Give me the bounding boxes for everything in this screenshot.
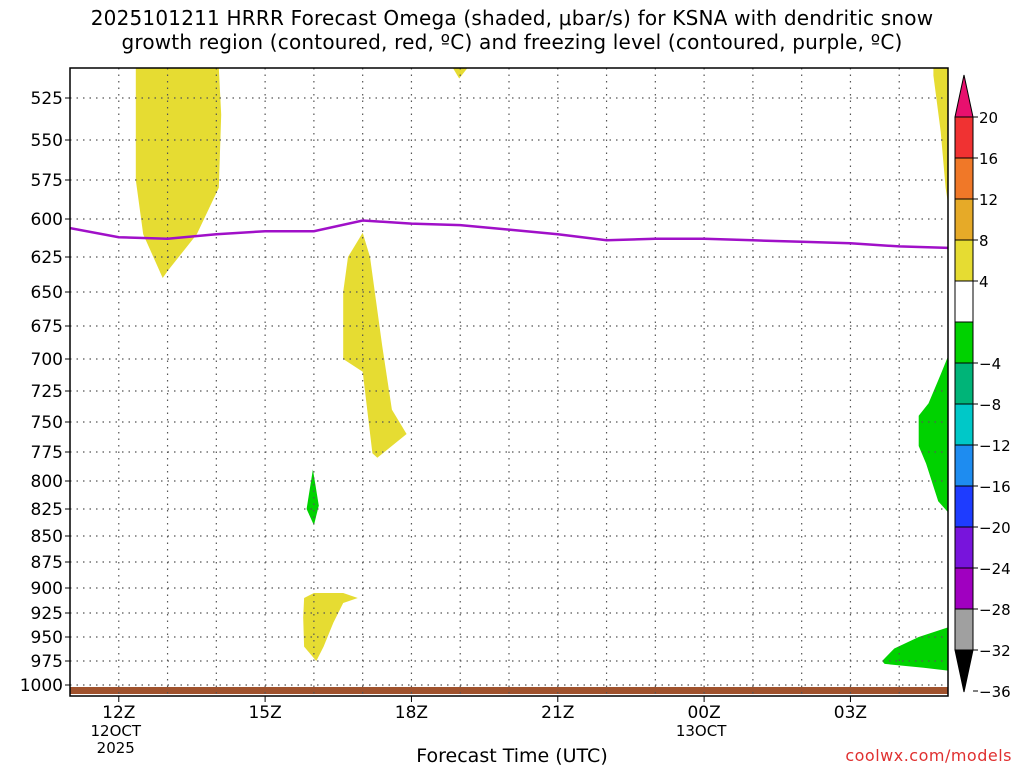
colorbar-bin--36-to--32 bbox=[954, 608, 974, 651]
y-tick-label-700: 700 bbox=[31, 350, 63, 370]
colorbar-bin-16-to-20 bbox=[954, 116, 974, 159]
colorbar-bin--32-to--28 bbox=[954, 567, 974, 610]
y-tick-label-750: 750 bbox=[31, 413, 63, 433]
x-axis-title: Forecast Time (UTC) bbox=[416, 745, 608, 767]
x-tick-label-12Z: 12Z bbox=[102, 703, 135, 723]
colorbar-label--24: −24 bbox=[979, 560, 1011, 578]
omega-shade-region-1 bbox=[452, 68, 468, 79]
colorbar-bin--28-to--24 bbox=[954, 526, 974, 569]
plot-inner bbox=[70, 68, 948, 696]
y-tick-label-675: 675 bbox=[31, 317, 63, 337]
y-tick-label-925: 925 bbox=[31, 604, 63, 624]
y-tick-label-725: 725 bbox=[31, 382, 63, 402]
y-tick-label-775: 775 bbox=[31, 443, 63, 463]
colorbar-bin--12-to--8 bbox=[954, 362, 974, 405]
y-tick-label-975: 975 bbox=[31, 652, 63, 672]
colorbar-label--28: −28 bbox=[979, 601, 1011, 619]
y-tick-label-575: 575 bbox=[31, 171, 63, 191]
omega-shade-region-7 bbox=[882, 627, 948, 671]
ground-surface bbox=[70, 687, 948, 694]
omega-shade-region-6 bbox=[918, 356, 948, 513]
omega-shade-region-2 bbox=[343, 232, 407, 458]
x-tick-label-21Z: 21Z bbox=[541, 703, 574, 723]
colorbar-bin--4-to-4 bbox=[954, 280, 974, 323]
x-tick-label-00Z: 00Z bbox=[687, 703, 720, 723]
colorbar-label-4: 4 bbox=[979, 273, 989, 291]
colorbar-arrow-min bbox=[954, 649, 974, 693]
y-tick-label-875: 875 bbox=[31, 553, 63, 573]
colorbar-bin--8-to--4 bbox=[954, 321, 974, 364]
y-tick-label-550: 550 bbox=[31, 131, 63, 151]
y-tick-label-900: 900 bbox=[31, 579, 63, 599]
y-tick-label-950: 950 bbox=[31, 628, 63, 648]
omega-shade-region-5 bbox=[306, 469, 319, 526]
watermark[interactable]: coolwx.com/models bbox=[845, 746, 1012, 765]
omega-shade-region-0 bbox=[135, 68, 222, 278]
colorbar-bin-12-to-16 bbox=[954, 157, 974, 200]
x-date-label-13OCT: 13OCT bbox=[676, 722, 727, 740]
colorbar-bin--16-to--12 bbox=[954, 403, 974, 446]
y-tick-label-650: 650 bbox=[31, 283, 63, 303]
x-tick-label-15Z: 15Z bbox=[248, 703, 281, 723]
x-year-label-2025: 2025 bbox=[97, 739, 135, 757]
colorbar-label--20: −20 bbox=[979, 519, 1011, 537]
colorbar-label-20: 20 bbox=[979, 109, 998, 127]
y-tick-label-625: 625 bbox=[31, 248, 63, 268]
chart-title-line2: growth region (contoured, red, ºC) and f… bbox=[121, 30, 903, 54]
colorbar-label--32: −32 bbox=[979, 642, 1011, 660]
plot-frame bbox=[69, 67, 949, 697]
x-tick-label-18Z: 18Z bbox=[395, 703, 428, 723]
colorbar-label-16: 16 bbox=[979, 150, 998, 168]
colorbar-label--12: −12 bbox=[979, 437, 1011, 455]
colorbar-label-12: 12 bbox=[979, 191, 998, 209]
y-tick-label-600: 600 bbox=[31, 210, 63, 230]
colorbar-bin-8-to-12 bbox=[954, 198, 974, 241]
colorbar-bin--20-to--16 bbox=[954, 444, 974, 487]
omega-shade-region-4 bbox=[933, 68, 948, 204]
colorbar-label--4: −4 bbox=[979, 355, 1001, 373]
colorbar-label--8: −8 bbox=[979, 396, 1001, 414]
x-date-label-12OCT: 12OCT bbox=[91, 722, 142, 740]
freezing-level-line bbox=[70, 219, 948, 250]
plot-area bbox=[70, 68, 948, 696]
y-tick-label-825: 825 bbox=[31, 500, 63, 520]
omega-shade-region-3 bbox=[303, 593, 358, 661]
y-tick-label-525: 525 bbox=[31, 89, 63, 109]
colorbar-bin--24-to--20 bbox=[954, 485, 974, 528]
y-tick-label-800: 800 bbox=[31, 472, 63, 492]
chart-title: 2025101211 HRRR Forecast Omega (shaded, … bbox=[0, 6, 1024, 54]
colorbar-label--16: −16 bbox=[979, 478, 1011, 496]
y-tick-label-850: 850 bbox=[31, 527, 63, 547]
colorbar-label--36: −36 bbox=[979, 683, 1011, 701]
colorbar-bin-4-to-8 bbox=[954, 239, 974, 282]
chart-title-line1: 2025101211 HRRR Forecast Omega (shaded, … bbox=[90, 6, 934, 30]
x-tick-label-03Z: 03Z bbox=[834, 703, 867, 723]
colorbar-label-8: 8 bbox=[979, 232, 989, 250]
colorbar-arrow-max bbox=[954, 74, 974, 118]
colorbar: 20 16 12 8 4 −4 −8 −12 −16 −20 −24 −28 −32 −36 bbox=[954, 74, 1011, 701]
y-tick-label-1000: 1000 bbox=[20, 676, 63, 696]
axes: 525 550 575 600 625 650 675 700 725 750 775 800 825 8… bbox=[20, 67, 949, 757]
